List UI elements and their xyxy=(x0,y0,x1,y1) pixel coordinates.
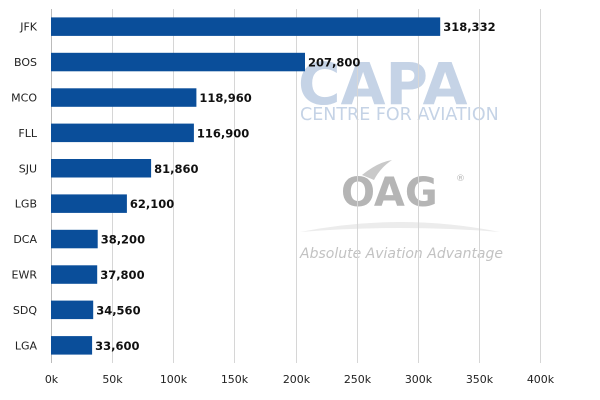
bar-bos xyxy=(51,52,305,72)
data-label: 116,900 xyxy=(197,126,249,140)
x-tick-label: 0k xyxy=(45,373,59,386)
x-tick-label: 200k xyxy=(283,373,311,386)
bar-sdq xyxy=(51,300,94,320)
data-label: 38,200 xyxy=(101,233,145,247)
oag-wing-icon xyxy=(300,222,500,232)
bar-lga xyxy=(51,336,93,355)
category-label: LGA xyxy=(15,339,38,352)
data-labels: 318,332 207,800 118,960 116,900 81,860 62,100… xyxy=(95,20,495,353)
oag-registered-mark: ® xyxy=(456,174,465,184)
category-label: EWR xyxy=(12,269,38,282)
capa-watermark: CAPA CENTRE FOR AVIATION xyxy=(298,50,499,125)
data-label: 34,560 xyxy=(96,303,140,317)
category-label: FLL xyxy=(18,127,37,140)
data-label: 207,800 xyxy=(308,56,360,70)
capa-logo-text: CAPA xyxy=(298,50,468,118)
bars xyxy=(51,17,441,355)
oag-tagline-text: Absolute Aviation Advantage xyxy=(299,246,503,262)
data-label: 62,100 xyxy=(130,197,174,211)
bar-sju xyxy=(51,159,152,178)
category-label: JFK xyxy=(19,21,38,34)
x-tick-label: 400k xyxy=(527,373,555,386)
bar-dca xyxy=(51,229,98,249)
bar-ewr xyxy=(51,265,98,284)
bar-mco xyxy=(51,88,197,107)
category-label: LGB xyxy=(15,198,37,211)
data-label: 81,860 xyxy=(154,162,198,176)
category-label: MCO xyxy=(11,92,37,105)
oag-swoosh-icon xyxy=(362,160,392,180)
x-tick-label: 350k xyxy=(466,373,494,386)
data-label: 118,960 xyxy=(199,91,251,105)
category-label: SDQ xyxy=(13,304,37,317)
x-tick-label: 300k xyxy=(405,373,433,386)
category-label: DCA xyxy=(13,233,37,246)
x-tick-label: 50k xyxy=(102,373,123,386)
x-tick-label: 100k xyxy=(160,373,188,386)
data-label: 318,332 xyxy=(443,20,495,34)
capa-subtitle-text: CENTRE FOR AVIATION xyxy=(300,105,499,125)
oag-logo-text: OAG xyxy=(341,170,438,216)
category-labels: JFK BOS MCO FLL SJU LGB DCA EWR SDQ LGA xyxy=(11,21,38,353)
oag-watermark: OAG ® Absolute Aviation Advantage xyxy=(299,160,503,262)
x-axis-ticks: 0k 50k 100k 150k 200k 250k 300k 350k 400k xyxy=(45,373,555,386)
x-tick-label: 250k xyxy=(344,373,372,386)
category-label: BOS xyxy=(14,56,37,69)
data-label: 33,600 xyxy=(95,339,139,353)
data-label: 37,800 xyxy=(100,268,144,282)
bar-lgb xyxy=(51,194,127,213)
x-tick-label: 150k xyxy=(221,373,249,386)
category-label: SJU xyxy=(19,162,37,175)
bar-jfk xyxy=(51,17,441,36)
bar-fll xyxy=(51,123,194,143)
